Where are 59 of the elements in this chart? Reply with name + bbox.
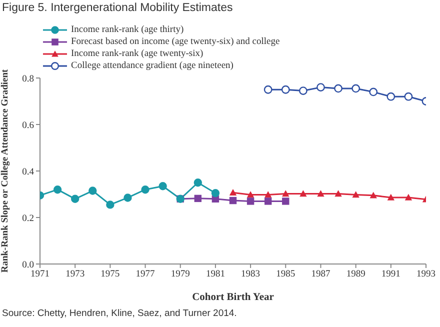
x-tick-label: 1971 bbox=[30, 270, 50, 280]
x-tick-label: 1991 bbox=[381, 270, 401, 280]
x-tick-label: 1981 bbox=[206, 270, 226, 280]
point bbox=[369, 88, 378, 96]
point bbox=[88, 186, 97, 195]
source-note: Source: Chetty, Hendren, Kline, Saez, and Turner 2014. bbox=[2, 308, 237, 319]
point bbox=[141, 186, 150, 194]
point bbox=[53, 186, 62, 194]
point bbox=[370, 192, 377, 198]
point bbox=[282, 198, 290, 205]
x-tick-label: 1979 bbox=[170, 270, 190, 280]
x-tick-label: 1985 bbox=[276, 270, 296, 280]
point bbox=[404, 194, 412, 200]
point bbox=[352, 84, 360, 93]
point bbox=[298, 86, 308, 95]
point bbox=[386, 92, 396, 101]
point bbox=[316, 83, 325, 92]
point bbox=[264, 191, 272, 198]
chart-title: Figure 5. Intergenerational Mobility Estimates bbox=[2, 2, 233, 14]
point bbox=[246, 198, 254, 205]
legend-label: Income rank-rank (age twenty-six) bbox=[71, 48, 204, 60]
point bbox=[194, 194, 202, 202]
point bbox=[281, 85, 290, 94]
x-tick-label: 1983 bbox=[241, 270, 260, 280]
legend-label: College attendance gradient (age nineteen) bbox=[71, 60, 234, 72]
point bbox=[124, 194, 132, 202]
y-tick-label: 0.8 bbox=[22, 74, 34, 84]
point bbox=[106, 200, 114, 209]
legend-label: Forecast based on income (age twenty-six) and college bbox=[71, 36, 280, 48]
point bbox=[229, 196, 237, 204]
point bbox=[334, 190, 342, 197]
y-tick-label: 0.4 bbox=[22, 167, 34, 178]
y-axis-title: Rank-Rank Slope or College Attendance Gradient bbox=[0, 68, 10, 273]
x-tick-label: 1975 bbox=[100, 270, 120, 280]
point bbox=[158, 182, 167, 190]
point bbox=[404, 92, 413, 101]
y-tick-label: 0.0 bbox=[22, 260, 34, 270]
y-tick-label: 0.2 bbox=[22, 214, 34, 224]
x-tick-label: 1989 bbox=[346, 270, 366, 280]
x-tick-label: 1973 bbox=[66, 270, 85, 280]
point bbox=[246, 191, 254, 198]
legend-label: Income rank-rank (age thirty) bbox=[71, 24, 184, 36]
x-tick-label: 1987 bbox=[311, 270, 330, 280]
x-tick-label: 1993 bbox=[416, 270, 436, 280]
y-tick-label: 0.6 bbox=[22, 120, 34, 131]
point bbox=[211, 188, 220, 198]
point bbox=[264, 85, 272, 94]
point bbox=[70, 194, 80, 203]
point bbox=[387, 194, 395, 200]
point bbox=[317, 190, 324, 197]
point bbox=[352, 191, 360, 198]
x-tick-label: 1977 bbox=[136, 270, 156, 280]
x-axis-title: Cohort Birth Year bbox=[192, 292, 274, 303]
point bbox=[264, 198, 272, 205]
point bbox=[334, 84, 342, 93]
point bbox=[194, 178, 202, 187]
point bbox=[300, 190, 307, 197]
point bbox=[282, 190, 290, 197]
point bbox=[229, 189, 237, 196]
